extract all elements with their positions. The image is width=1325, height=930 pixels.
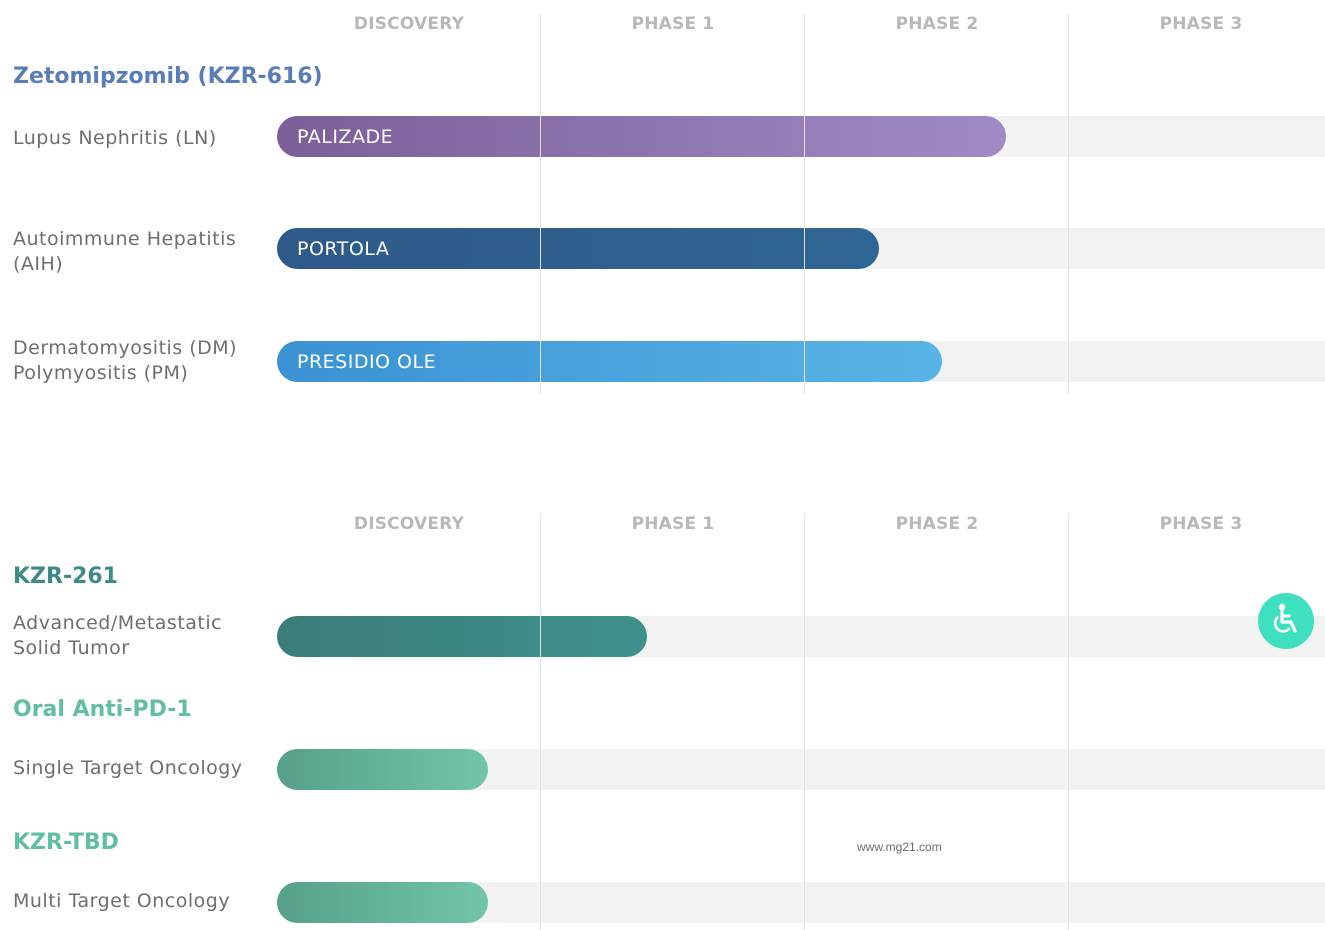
drug-title: KZR-261: [13, 564, 118, 589]
indication-line: Autoimmune Hepatitis: [13, 228, 237, 250]
trial-label: PRESIDIO OLE: [297, 350, 437, 373]
progress-bar: PRESIDIO OLE: [277, 341, 943, 382]
phase-header: PHASE 1: [631, 14, 715, 34]
phase-header: DISCOVERY: [353, 14, 465, 34]
accessibility-button[interactable]: [1258, 593, 1314, 649]
phase-divider: [1068, 514, 1069, 930]
indication-line: Dermatomyositis (DM): [13, 337, 238, 359]
phase-divider: [804, 514, 805, 930]
indication-line: Lupus Nephritis (LN): [13, 127, 217, 149]
wheelchair-icon: [1268, 601, 1304, 642]
progress-track: PORTOLA: [277, 228, 1325, 269]
indication-label: Autoimmune Hepatitis (AIH): [13, 227, 273, 277]
phase-divider: [540, 14, 541, 394]
progress-track: PRESIDIO OLE: [277, 341, 1325, 382]
indication-label: Single Target Oncology: [13, 756, 273, 781]
progress-bar: PALIZADE: [277, 116, 1006, 157]
phase-header: PHASE 3: [1159, 514, 1243, 534]
progress-track: [277, 882, 1325, 923]
phase-divider: [540, 514, 541, 930]
trial-label: PORTOLA: [297, 237, 390, 260]
phase-header: PHASE 2: [895, 14, 979, 34]
drug-title: Zetomipzomib (KZR-616): [13, 64, 323, 89]
progress-bar: [277, 749, 489, 790]
trial-label: PALIZADE: [297, 125, 394, 148]
drug-title: KZR-TBD: [13, 830, 119, 855]
progress-bar: PORTOLA: [277, 228, 879, 269]
phase-header: PHASE 3: [1159, 14, 1243, 34]
indication-label: Multi Target Oncology: [13, 889, 273, 914]
indication-line: Multi Target Oncology: [13, 890, 231, 912]
progress-bar: [277, 882, 489, 923]
indication-line: Advanced/Metastatic: [13, 612, 223, 634]
progress-track: PALIZADE: [277, 116, 1325, 157]
indication-line: Solid Tumor: [13, 637, 130, 659]
progress-track: [277, 749, 1325, 790]
progress-track: [277, 616, 1325, 657]
indication-line: (AIH): [13, 253, 64, 275]
phase-header: DISCOVERY: [353, 514, 465, 534]
phase-header: PHASE 2: [895, 514, 979, 534]
phase-divider: [804, 14, 805, 394]
indication-label: Dermatomyositis (DM) Polymyositis (PM): [13, 336, 273, 386]
phase-header: PHASE 1: [631, 514, 715, 534]
indication-label: Advanced/Metastatic Solid Tumor: [13, 611, 273, 661]
indication-line: Single Target Oncology: [13, 757, 243, 779]
drug-title: Oral Anti-PD-1: [13, 697, 192, 722]
indication-line: Polymyositis (PM): [13, 362, 189, 384]
progress-bar: [277, 616, 647, 657]
phase-divider: [1068, 14, 1069, 394]
indication-label: Lupus Nephritis (LN): [13, 126, 273, 151]
watermark: www.mg21.com: [857, 840, 942, 854]
